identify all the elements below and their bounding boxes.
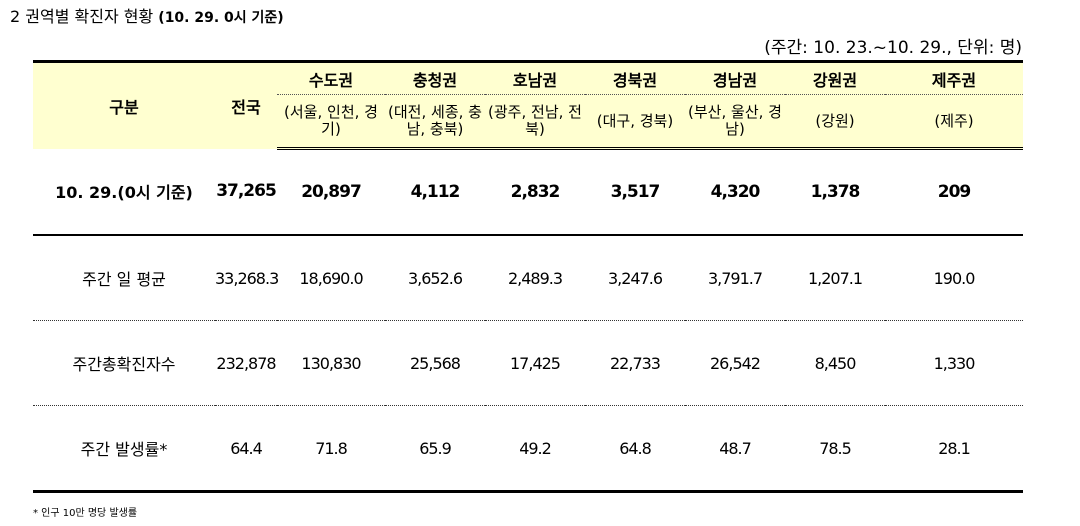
- header-region-detail: (광주, 전남, 전북): [485, 94, 585, 150]
- header-region-name: 경북권: [585, 60, 685, 95]
- regional-cases-table: 구분 전국 수도권 충청권 호남권 경북권 경남권 강원권 제주권 (서울, 인…: [33, 60, 1023, 493]
- row-label: 주간 일 평균: [33, 235, 215, 321]
- row-label: 주간 발생률*: [33, 405, 215, 493]
- cell-value: 1,378: [785, 148, 885, 236]
- cell-value: 49.2: [485, 405, 585, 493]
- cell-value: 64.8: [585, 405, 685, 493]
- cell-value: 3,791.7: [685, 235, 785, 321]
- header-region-detail: (서울, 인천, 경기): [277, 94, 385, 150]
- cell-value: 78.5: [785, 405, 885, 493]
- cell-value: 1,330: [885, 320, 1023, 406]
- cell-value: 48.7: [685, 405, 785, 493]
- header-row-details: (서울, 인천, 경기) (대전, 세종, 충남, 충북) (광주, 전남, 전…: [33, 94, 1023, 150]
- cell-value: 232,878: [215, 320, 277, 406]
- cell-value: 18,690.0: [277, 235, 385, 321]
- unit-note: (주간: 10. 23.~10. 29., 단위: 명): [764, 38, 1022, 58]
- header-region-detail: (강원): [785, 94, 885, 150]
- cell-value: 33,268.3: [215, 235, 279, 321]
- cell-value: 1,207.1: [785, 235, 885, 321]
- row-label: 10. 29.(0시 기준): [33, 148, 215, 236]
- cell-value: 8,450: [785, 320, 885, 406]
- header-region-name: 수도권: [277, 60, 385, 95]
- header-region-name: 경남권: [685, 60, 785, 95]
- table-row: 주간 발생률* 64.4 71.8 65.9 49.2 64.8 48.7 78…: [33, 405, 1023, 493]
- header-region-name: 충청권: [385, 60, 485, 95]
- cell-value: 64.4: [215, 405, 277, 493]
- table-row: 주간총확진자수 232,878 130,830 25,568 17,425 22…: [33, 320, 1023, 406]
- cell-value: 130,830: [277, 320, 385, 406]
- cell-value: 25,568: [385, 320, 485, 406]
- header-region-detail: (대구, 경북): [585, 94, 685, 150]
- header-region-name: 호남권: [485, 60, 585, 95]
- header-region-detail: (부산, 울산, 경남): [685, 94, 785, 150]
- cell-value: 20,897: [277, 148, 385, 236]
- header-row-regions: 구분 전국 수도권 충청권 호남권 경북권 경남권 강원권 제주권: [33, 60, 1023, 149]
- cell-value: 37,265: [215, 148, 277, 236]
- cell-value: 17,425: [485, 320, 585, 406]
- header-region-name: 제주권: [885, 60, 1023, 95]
- header-nationwide: 전국: [215, 60, 277, 149]
- cell-value: 3,247.6: [585, 235, 685, 321]
- cell-value: 2,832: [485, 148, 585, 236]
- cell-value: 4,112: [385, 148, 485, 236]
- cell-value: 22,733: [585, 320, 685, 406]
- table-row: 주간 일 평균 33,268.3 18,690.0 3,652.6 2,489.…: [33, 235, 1023, 321]
- header-category: 구분: [33, 60, 215, 149]
- header-region-detail: (제주): [885, 94, 1023, 150]
- cell-value: 28.1: [885, 405, 1023, 493]
- cell-value: 2,489.3: [485, 235, 585, 321]
- cell-value: 71.8: [277, 405, 385, 493]
- cell-value: 4,320: [685, 148, 785, 236]
- cell-value: 65.9: [385, 405, 485, 493]
- section-title: 2 권역별 확진자 현황 (10. 29. 0시 기준): [10, 3, 284, 27]
- title-sub: (10. 29. 0시 기준): [158, 10, 284, 26]
- cell-value: 209: [885, 148, 1023, 236]
- header-region-detail: (대전, 세종, 충남, 충북): [385, 94, 485, 150]
- cell-value: 190.0: [885, 235, 1023, 321]
- cell-value: 3,652.6: [385, 235, 485, 321]
- row-label: 주간총확진자수: [33, 320, 215, 406]
- cell-value: 3,517: [585, 148, 685, 236]
- table-row: 10. 29.(0시 기준) 37,265 20,897 4,112 2,832…: [33, 148, 1023, 236]
- title-main: 2 권역별 확진자 현황: [10, 7, 154, 26]
- header-region-name: 강원권: [785, 60, 885, 95]
- cell-value: 26,542: [685, 320, 785, 406]
- footnote: * 인구 10만 명당 발생률: [33, 508, 138, 519]
